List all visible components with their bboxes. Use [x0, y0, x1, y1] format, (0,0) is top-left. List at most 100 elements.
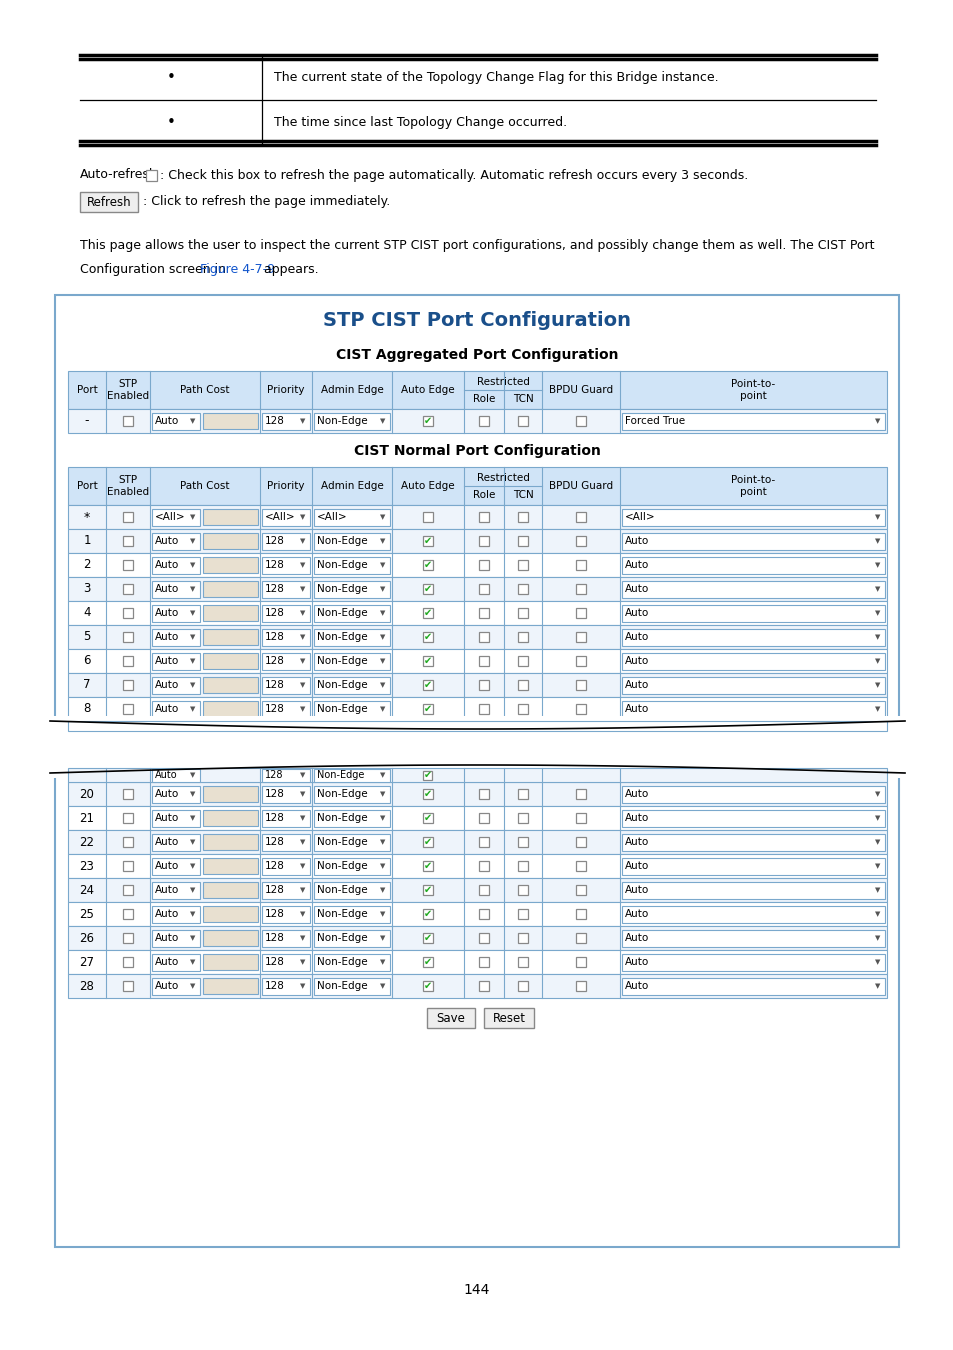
Bar: [576, 837, 585, 846]
Text: ▼: ▼: [875, 634, 880, 640]
Text: Auto: Auto: [154, 608, 179, 618]
Text: Auto: Auto: [624, 788, 649, 799]
Text: ▼: ▼: [190, 911, 195, 917]
Text: ▼: ▼: [380, 791, 385, 796]
Bar: [422, 788, 433, 799]
Text: Auto: Auto: [624, 861, 649, 871]
Bar: [422, 680, 433, 690]
Bar: [621, 532, 884, 549]
Text: ▼: ▼: [190, 983, 195, 990]
Bar: [517, 632, 527, 643]
Bar: [262, 833, 310, 851]
Bar: [123, 957, 132, 967]
Text: ▼: ▼: [300, 838, 305, 845]
Text: ▼: ▼: [380, 610, 385, 616]
Text: Auto Edge: Auto Edge: [401, 385, 455, 396]
Text: Auto: Auto: [154, 957, 179, 967]
Text: ▼: ▼: [380, 514, 385, 520]
Bar: [48, 716, 906, 778]
Bar: [314, 629, 390, 645]
Text: 128: 128: [265, 680, 285, 690]
Text: Auto: Auto: [154, 813, 179, 823]
Text: ▼: ▼: [875, 815, 880, 821]
Bar: [478, 560, 489, 570]
Text: ▼: ▼: [300, 936, 305, 941]
Text: Auto: Auto: [624, 933, 649, 944]
Text: Auto: Auto: [154, 585, 179, 594]
Bar: [203, 701, 257, 717]
Bar: [621, 810, 884, 826]
Bar: [262, 652, 310, 670]
Bar: [314, 857, 390, 875]
Bar: [68, 625, 886, 649]
Bar: [152, 833, 200, 851]
Text: Restricted: Restricted: [476, 472, 529, 483]
Text: ▼: ▼: [190, 887, 195, 892]
Text: ▼: ▼: [380, 958, 385, 965]
Text: *: *: [84, 510, 90, 524]
Text: : Click to refresh the page immediately.: : Click to refresh the page immediately.: [143, 196, 390, 208]
Bar: [422, 416, 433, 427]
Bar: [517, 813, 527, 823]
Text: Non-Edge: Non-Edge: [316, 861, 367, 871]
Text: Auto: Auto: [154, 909, 179, 919]
Text: Point-to-
point: Point-to- point: [731, 475, 775, 497]
Bar: [422, 957, 433, 967]
Bar: [262, 977, 310, 995]
Bar: [576, 909, 585, 919]
Text: ▼: ▼: [875, 418, 880, 424]
Text: Configuration screen in: Configuration screen in: [80, 263, 230, 277]
Bar: [422, 585, 433, 594]
Bar: [68, 505, 886, 529]
Text: Figure 4-7-9: Figure 4-7-9: [200, 263, 274, 277]
Text: Auto: Auto: [624, 813, 649, 823]
Text: ▼: ▼: [380, 634, 385, 640]
Text: ▼: ▼: [300, 791, 305, 796]
Text: 128: 128: [265, 957, 285, 967]
Bar: [621, 953, 884, 971]
Text: ▼: ▼: [380, 936, 385, 941]
Bar: [314, 906, 390, 922]
Bar: [422, 933, 433, 944]
Text: 5: 5: [83, 630, 91, 644]
Text: BPDU Guard: BPDU Guard: [548, 385, 613, 396]
Bar: [55, 296, 898, 1247]
Bar: [422, 886, 433, 895]
Bar: [203, 605, 257, 621]
Text: 6: 6: [83, 655, 91, 667]
Text: 28: 28: [79, 980, 94, 992]
Text: ▼: ▼: [380, 706, 385, 711]
Bar: [152, 786, 200, 802]
Bar: [203, 558, 257, 572]
Text: Non-Edge: Non-Edge: [316, 837, 367, 846]
Bar: [621, 580, 884, 598]
Bar: [576, 813, 585, 823]
Bar: [621, 906, 884, 922]
Bar: [517, 886, 527, 895]
Text: Auto: Auto: [154, 788, 179, 799]
Text: Auto: Auto: [154, 680, 179, 690]
Bar: [152, 532, 200, 549]
Bar: [483, 1008, 534, 1027]
Bar: [123, 585, 132, 594]
Text: ✔: ✔: [423, 981, 432, 991]
Text: Save: Save: [436, 1011, 465, 1025]
Text: ▼: ▼: [300, 634, 305, 640]
Text: Auto: Auto: [154, 703, 179, 714]
Bar: [123, 680, 132, 690]
Text: 21: 21: [79, 811, 94, 825]
Text: BPDU Guard: BPDU Guard: [548, 481, 613, 491]
Bar: [314, 833, 390, 851]
Text: 4: 4: [83, 606, 91, 620]
Text: CIST Aggregated Port Configuration: CIST Aggregated Port Configuration: [335, 348, 618, 362]
Bar: [576, 933, 585, 944]
Text: CIST Normal Port Configuration: CIST Normal Port Configuration: [354, 444, 599, 458]
Text: ▼: ▼: [300, 586, 305, 593]
Text: ▼: ▼: [190, 772, 195, 778]
Bar: [262, 882, 310, 899]
Bar: [621, 605, 884, 621]
Bar: [314, 532, 390, 549]
Text: 3: 3: [83, 582, 91, 595]
Bar: [576, 788, 585, 799]
Text: 24: 24: [79, 883, 94, 896]
